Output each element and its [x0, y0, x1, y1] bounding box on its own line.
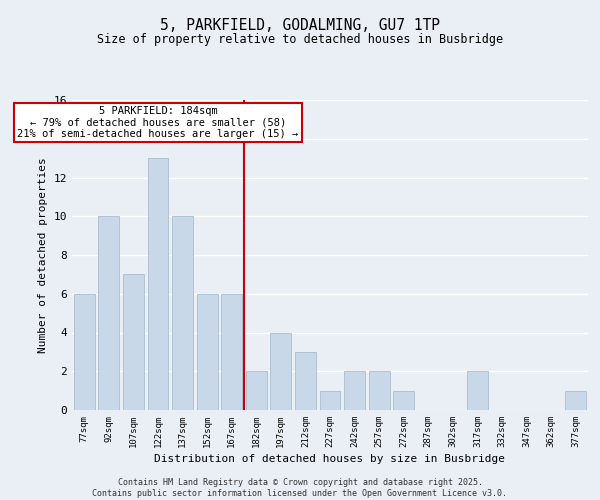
Bar: [172, 216, 193, 410]
Text: Contains HM Land Registry data © Crown copyright and database right 2025.
Contai: Contains HM Land Registry data © Crown c…: [92, 478, 508, 498]
Bar: [197, 294, 218, 410]
Text: 5 PARKFIELD: 184sqm
← 79% of detached houses are smaller (58)
21% of semi-detach: 5 PARKFIELD: 184sqm ← 79% of detached ho…: [17, 106, 299, 139]
Y-axis label: Number of detached properties: Number of detached properties: [38, 157, 48, 353]
Bar: [74, 294, 95, 410]
Bar: [368, 371, 389, 410]
X-axis label: Distribution of detached houses by size in Busbridge: Distribution of detached houses by size …: [155, 454, 505, 464]
Bar: [246, 371, 267, 410]
Bar: [344, 371, 365, 410]
Bar: [148, 158, 169, 410]
Bar: [393, 390, 414, 410]
Bar: [221, 294, 242, 410]
Bar: [467, 371, 488, 410]
Bar: [295, 352, 316, 410]
Bar: [98, 216, 119, 410]
Bar: [565, 390, 586, 410]
Bar: [123, 274, 144, 410]
Text: 5, PARKFIELD, GODALMING, GU7 1TP: 5, PARKFIELD, GODALMING, GU7 1TP: [160, 18, 440, 32]
Bar: [320, 390, 340, 410]
Bar: [271, 332, 292, 410]
Text: Size of property relative to detached houses in Busbridge: Size of property relative to detached ho…: [97, 32, 503, 46]
